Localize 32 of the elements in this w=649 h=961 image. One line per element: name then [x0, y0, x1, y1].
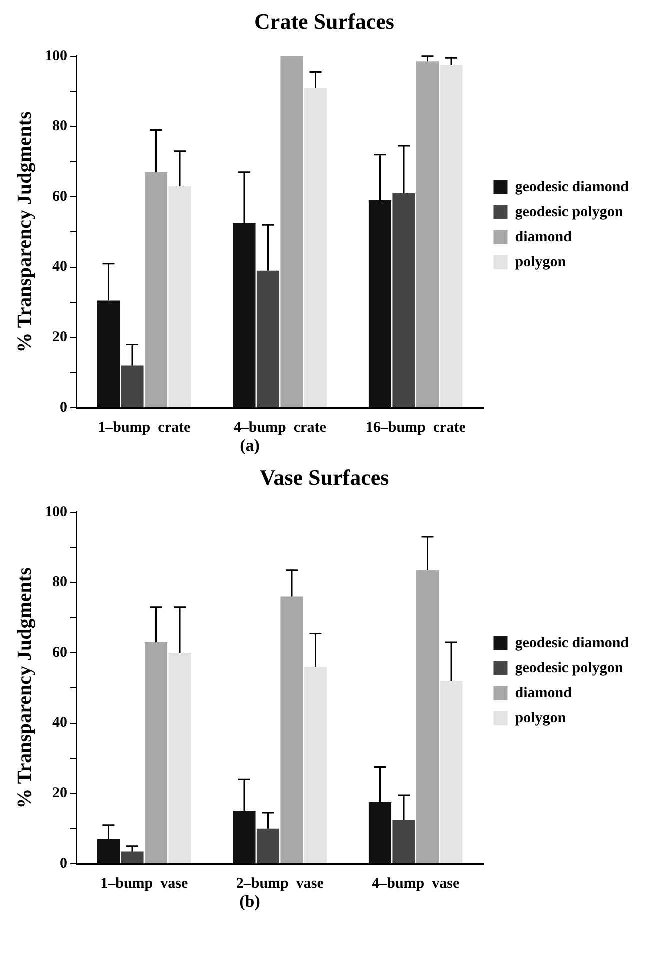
- y-tick-label: 80: [52, 574, 68, 591]
- text: (b): [238, 892, 262, 912]
- legend-label: polygon: [515, 710, 567, 726]
- x-tick-label: 2–bump vase: [236, 876, 324, 892]
- legend-label: geodesic diamond: [515, 179, 630, 196]
- x-tick-label: 4–bump vase: [372, 876, 460, 892]
- y-tick-label: 20: [52, 330, 68, 346]
- legend-label: diamond: [515, 685, 573, 702]
- y-tick-label: 100: [45, 504, 68, 520]
- y-tick-label: 40: [52, 715, 68, 732]
- y-tick-label: 0: [60, 856, 68, 872]
- y-tick-label: 20: [52, 786, 68, 802]
- x-tick-label: 16–bump crate: [366, 420, 466, 436]
- y-tick-label: 100: [45, 48, 68, 64]
- legend-label: geodesic diamond: [515, 635, 630, 652]
- x-tick-label: 1–bump vase: [100, 876, 188, 892]
- y-tick-label: 40: [52, 259, 68, 276]
- y-tick-label: 60: [52, 188, 68, 205]
- y-tick-label: 80: [52, 118, 68, 135]
- x-tick-label: 1–bump crate: [98, 420, 191, 436]
- legend-label: diamond: [515, 229, 573, 246]
- x-tick-label: 4–bump crate: [234, 420, 327, 436]
- chart-title: Crate Surfaces: [254, 8, 395, 34]
- y-tick-label: 0: [60, 400, 68, 416]
- chart-title: Vase Surfaces: [260, 464, 390, 490]
- y-axis-title: % Transparency Judgments: [14, 111, 36, 353]
- legend-label: geodesic polygon: [515, 204, 624, 220]
- legend-label: polygon: [515, 254, 567, 270]
- text: (a): [239, 436, 261, 456]
- legend-label: geodesic polygon: [515, 660, 624, 676]
- y-tick-label: 60: [52, 644, 68, 661]
- y-axis-title: % Transparency Judgments: [14, 567, 36, 809]
